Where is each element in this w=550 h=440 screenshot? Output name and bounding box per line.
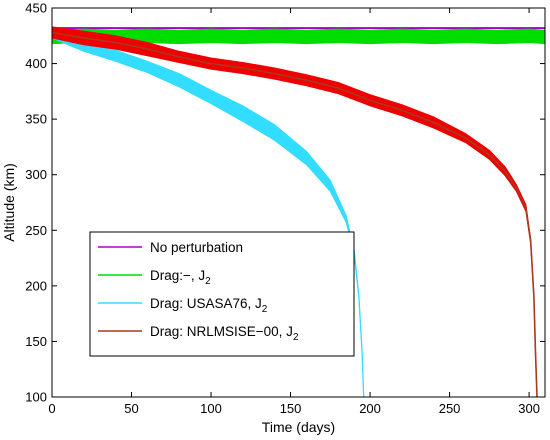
y-tick-label: 250 (25, 223, 47, 238)
y-tick-label: 300 (25, 167, 47, 182)
legend-label-3: Drag: USASA76, J2 (150, 296, 268, 315)
series-band-4 (52, 26, 538, 397)
x-tick-label: 0 (48, 401, 55, 416)
plot-area (52, 26, 545, 397)
series-4 (52, 26, 538, 397)
y-axis-label: Altitude (km) (1, 163, 17, 242)
x-tick-label: 250 (439, 401, 461, 416)
x-tick-label: 200 (359, 401, 381, 416)
y-tick-label: 400 (25, 56, 47, 71)
series-line-4 (52, 31, 538, 397)
y-tick-label: 200 (25, 278, 47, 293)
series-3 (52, 28, 365, 397)
y-tick-label: 150 (25, 334, 47, 349)
x-axis-label: Time (days) (262, 419, 335, 435)
x-tick-label: 50 (124, 401, 138, 416)
series-band-3 (52, 28, 365, 397)
x-tick-label: 100 (200, 401, 222, 416)
legend-label-1: No perturbation (150, 240, 243, 255)
x-tick-label: 300 (518, 401, 540, 416)
series-line-2 (52, 35, 545, 38)
legend-label-2: Drag:−, J2 (150, 268, 211, 287)
series-1 (52, 27, 545, 29)
series-line-3 (52, 33, 365, 397)
series-2 (52, 28, 545, 45)
legend: No perturbation Drag:−, J2 Drag: USASA76, … (89, 231, 355, 357)
y-tick-label: 100 (25, 390, 47, 405)
legend-box (89, 231, 355, 357)
legend-label-4: Drag: NRLMSISE−00, J2 (150, 324, 299, 343)
x-tick-label: 150 (280, 401, 302, 416)
y-tick-label: 450 (25, 1, 47, 16)
axes: 0 50 100 150 200 250 300 100 150 200 250 300 350 400 4… (25, 1, 546, 416)
axes-frame (51, 7, 546, 398)
y-tick-label: 350 (25, 112, 47, 127)
